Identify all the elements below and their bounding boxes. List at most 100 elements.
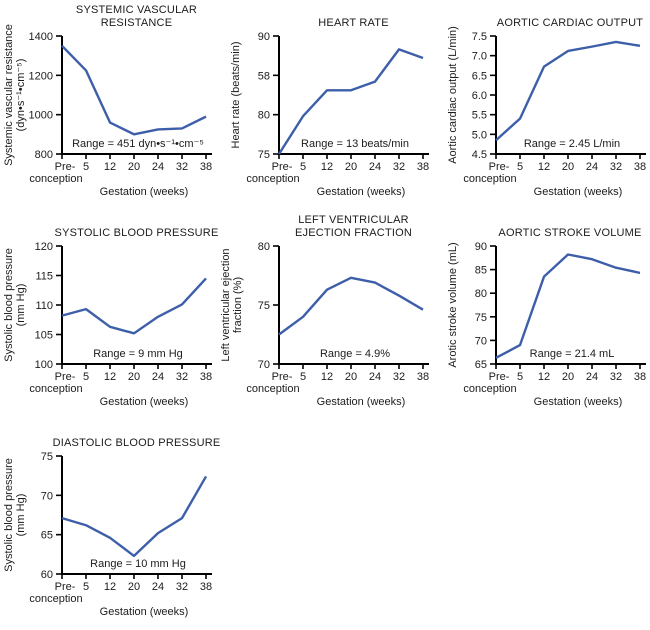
y-tick-label: 75 (41, 451, 53, 463)
x-tick-label: Pre- (55, 161, 76, 173)
chart-title: LEFT VENTRICULAR EJECTION FRACTION (217, 210, 434, 240)
y-tick-label: 4.5 (472, 149, 487, 161)
x-tick-label: 20 (562, 161, 574, 173)
x-tick-label: Pre- (489, 161, 510, 173)
chart-title-line: EJECTION FRACTION (294, 227, 413, 239)
range-annotation: Range = 4.9% (320, 348, 390, 360)
x-tick-label: conception (29, 383, 82, 395)
y-tick-label: 115 (35, 271, 53, 283)
y-tick-label: 80 (258, 241, 270, 253)
axes (61, 456, 212, 575)
y-tick-label: 6.0 (472, 90, 487, 102)
y-axis-label: Arotic stroke volume (mL) (447, 242, 459, 367)
x-tick-label: 38 (200, 371, 212, 383)
x-tick-label: 12 (104, 161, 116, 173)
y-tick-label: 70 (41, 490, 53, 502)
data-line (277, 48, 424, 155)
x-tick-label: 24 (152, 581, 164, 593)
chart-diastolic-blood-pressure: DIASTOLIC BLOOD PRESSURE 60 65 70 75 Pre-conc… (0, 420, 220, 630)
chart-title: SYSTOLIC BLOOD PRESSURE (0, 210, 219, 240)
x-tick-label: 5 (300, 161, 306, 173)
chart-title-line: AORTIC STROKE VOLUME (498, 227, 642, 239)
y-tick-label: 90 (475, 241, 487, 253)
y-tick-label: 65 (475, 359, 487, 371)
y-axis-label: (mm Hg) (15, 494, 27, 537)
x-tick-label: conception (246, 383, 299, 395)
chart-title-line: AORTIC CARDIAC OUTPUT (496, 17, 644, 29)
x-tick-label: 20 (345, 161, 357, 173)
axes (61, 246, 212, 365)
x-tick-label: conception (29, 173, 82, 185)
x-tick-label: 12 (321, 161, 333, 173)
chart-title-line: HEART RATE (318, 17, 389, 29)
data-line (495, 253, 641, 359)
x-tick-label: 12 (538, 161, 550, 173)
y-tick-label: 70 (475, 335, 487, 347)
y-tick-label: 75 (258, 300, 270, 312)
y-tick-label: 90 (258, 31, 270, 43)
x-tick-label: 5 (517, 161, 523, 173)
chart-left-ventricular-ejection-fraction: LEFT VENTRICULAR EJECTION FRACTION 70 75 80 P… (217, 210, 434, 420)
data-line (495, 40, 641, 142)
y-axis-label: Systemic vascular resistance (3, 24, 15, 166)
y-tick-label: 75 (258, 149, 270, 161)
x-tick-label: 24 (369, 371, 381, 383)
x-tick-label: 24 (369, 161, 381, 173)
x-tick-label: 12 (321, 371, 333, 383)
y-tick-label: 6.5 (472, 70, 487, 82)
x-tick-label: Pre- (272, 371, 293, 383)
y-axis-label: Systolic blood pressure (3, 248, 15, 362)
y-tick-label: 120 (35, 241, 53, 253)
x-tick-label: conception (463, 173, 516, 185)
y-axis-label: Aortic cardiac output (L/min) (447, 26, 459, 164)
x-tick-label: Pre- (489, 371, 510, 383)
y-tick-label: 85 (475, 265, 487, 277)
x-tick-label: 12 (538, 371, 550, 383)
x-tick-label: 32 (393, 161, 405, 173)
y-tick-label: 1400 (29, 31, 53, 43)
data-line (61, 475, 208, 558)
range-annotation: Range = 13 beats/min (301, 138, 409, 150)
chart-aortic-cardiac-output: AORTIC CARDIAC OUTPUT 4.5 5.0 5.5 6.0 6.5 7.0 7… (434, 0, 650, 210)
y-tick-label: 105 (35, 330, 53, 342)
x-tick-label: 24 (152, 371, 164, 383)
chart-title-line: DIASTOLIC BLOOD PRESSURE (52, 437, 221, 449)
x-axis-label: Gestation (weeks) (100, 186, 189, 198)
y-tick-label: 58 (258, 70, 270, 82)
chart-title-line: LEFT VENTRICULAR (298, 214, 409, 226)
y-tick-label: 70 (258, 359, 270, 371)
y-axis-label: (mm Hg) (15, 284, 27, 327)
x-tick-label: 12 (104, 581, 116, 593)
y-tick-label: 80 (475, 288, 487, 300)
y-axis-label: Heart rate (beats/min) (230, 42, 242, 149)
axes (278, 36, 429, 155)
x-tick-label: 24 (586, 161, 598, 173)
x-tick-label: Pre- (55, 581, 76, 593)
x-tick-label: 5 (83, 161, 89, 173)
x-tick-label: 20 (128, 161, 140, 173)
x-axis-label: Gestation (weeks) (534, 186, 623, 198)
y-axis-label: fraction (%) (232, 277, 244, 333)
range-annotation: Range = 21.4 mL (530, 348, 615, 360)
data-line (61, 44, 207, 136)
x-tick-label: conception (29, 593, 82, 605)
y-tick-label: 7.5 (472, 31, 487, 43)
chart-title-line: SYSTOLIC BLOOD PRESSURE (54, 227, 219, 239)
y-tick-label: 100 (35, 359, 53, 371)
x-axis-label: Gestation (weeks) (100, 396, 189, 408)
data-line (278, 276, 424, 336)
x-tick-label: Pre- (55, 371, 76, 383)
x-tick-label: 32 (610, 371, 622, 383)
y-tick-label: 80 (258, 110, 270, 122)
x-tick-label: 5 (517, 371, 523, 383)
x-tick-label: 20 (128, 371, 140, 383)
x-axis-label: Gestation (weeks) (100, 606, 189, 618)
chart-title: HEART RATE (217, 0, 434, 30)
chart-title: AORTIC CARDIAC OUTPUT (434, 0, 650, 30)
x-tick-label: Pre- (272, 161, 293, 173)
